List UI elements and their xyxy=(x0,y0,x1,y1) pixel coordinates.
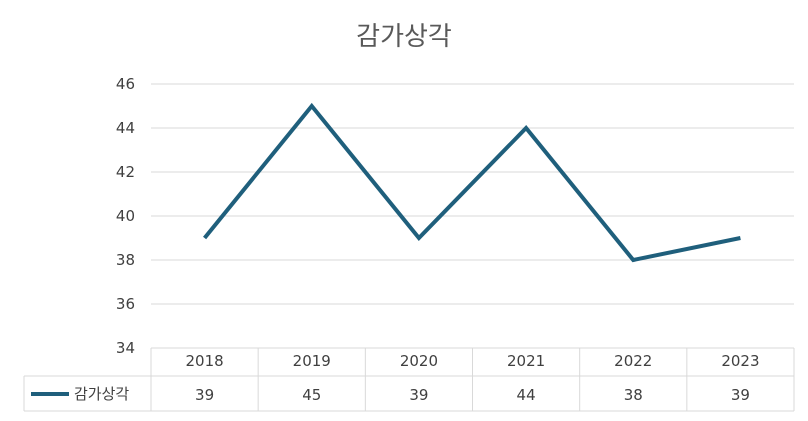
data-table-value: 38 xyxy=(624,386,643,404)
data-table-value: 45 xyxy=(302,386,321,404)
y-tick-label: 40 xyxy=(116,207,135,225)
x-category-label: 2018 xyxy=(185,352,223,370)
data-table: 2018 2019 2020 2021 2022 2023 39 45 39 44 38 39 감가상각 xyxy=(23,347,795,412)
x-category-label: 2022 xyxy=(614,352,652,370)
chart-title: 감가상각 xyxy=(356,22,452,52)
series-line-depreciation xyxy=(203,102,741,263)
y-tick-label: 42 xyxy=(116,163,135,181)
data-table-value: 39 xyxy=(195,386,214,404)
y-axis-ticks: 46 44 42 40 38 36 34 xyxy=(116,75,135,357)
data-table-value: 39 xyxy=(731,386,750,404)
data-table-value: 44 xyxy=(517,386,536,404)
legend-series-label: 감가상각 xyxy=(74,385,129,403)
series-lines xyxy=(203,102,741,263)
y-tick-label: 44 xyxy=(116,119,135,137)
y-tick-label: 46 xyxy=(116,75,135,93)
y-tick-label: 38 xyxy=(116,251,135,269)
x-category-label: 2021 xyxy=(507,352,545,370)
data-table-value: 39 xyxy=(409,386,428,404)
y-tick-label: 36 xyxy=(116,295,135,313)
x-category-label: 2023 xyxy=(721,352,759,370)
x-category-label: 2019 xyxy=(293,352,331,370)
y-tick-label: 34 xyxy=(116,339,135,357)
x-category-label: 2020 xyxy=(400,352,438,370)
grid-lines xyxy=(151,83,794,305)
